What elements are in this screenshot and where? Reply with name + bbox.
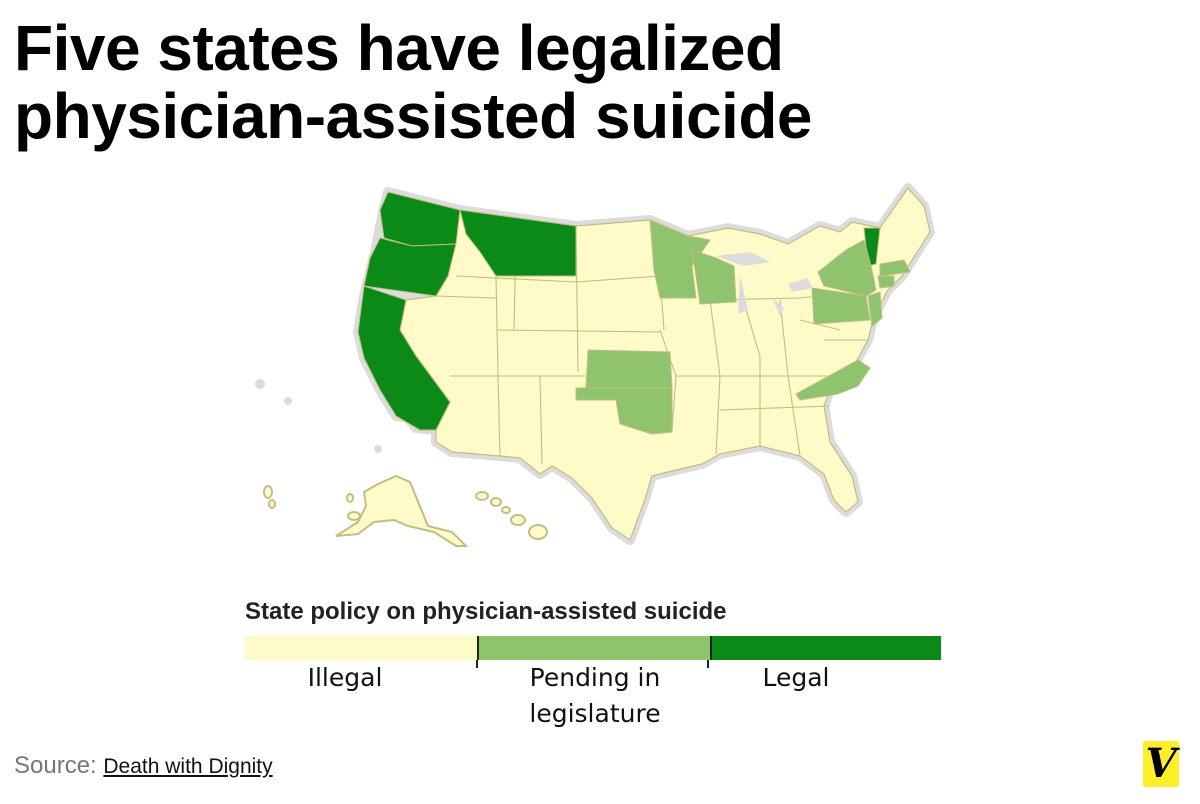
state-new-jersey	[867, 291, 883, 327]
state-north-carolina	[795, 359, 871, 401]
state-hawaii	[475, 491, 548, 540]
legend-bar	[245, 636, 941, 660]
island-dot	[284, 397, 292, 405]
state-washington	[379, 191, 461, 247]
state-wisconsin	[691, 249, 737, 305]
state-connecticut	[877, 275, 895, 289]
island-dot	[255, 379, 265, 389]
legend-divider	[707, 660, 709, 668]
state-borders	[435, 225, 868, 465]
state-montana	[459, 209, 577, 277]
legend-title: State policy on physician-assisted suici…	[245, 598, 727, 625]
vox-v-icon: V	[1143, 741, 1179, 787]
page-title: Five states have legalized physician-ass…	[14, 12, 813, 152]
us-map-svg	[255, 183, 935, 547]
state-massachusetts	[879, 259, 911, 277]
source-line: Source: Death with Dignity	[14, 752, 273, 780]
state-new-york	[817, 239, 877, 297]
alaska-islands	[263, 485, 361, 521]
legend-label-pending: Pending in legislature	[529, 663, 661, 728]
us-map	[240, 180, 960, 560]
state-oregon	[363, 237, 457, 297]
state-pennsylvania	[811, 287, 871, 325]
state-kansas	[585, 349, 673, 389]
source-prefix: Source:	[14, 752, 97, 779]
island-dot	[374, 445, 382, 453]
legend-label-legal: Legal	[762, 663, 830, 692]
state-california	[357, 285, 451, 431]
legend-swatch-legal	[710, 636, 941, 660]
legend-divider	[476, 660, 478, 668]
legend-swatch-illegal	[245, 636, 477, 660]
state-minnesota	[649, 219, 711, 299]
legend-swatch-pending	[477, 636, 710, 660]
great-lakes	[716, 252, 812, 316]
source-link[interactable]: Death with Dignity	[103, 755, 273, 778]
state-oklahoma	[575, 387, 673, 435]
state-alaska	[335, 474, 469, 547]
legend-label-illegal: Illegal	[307, 663, 383, 692]
